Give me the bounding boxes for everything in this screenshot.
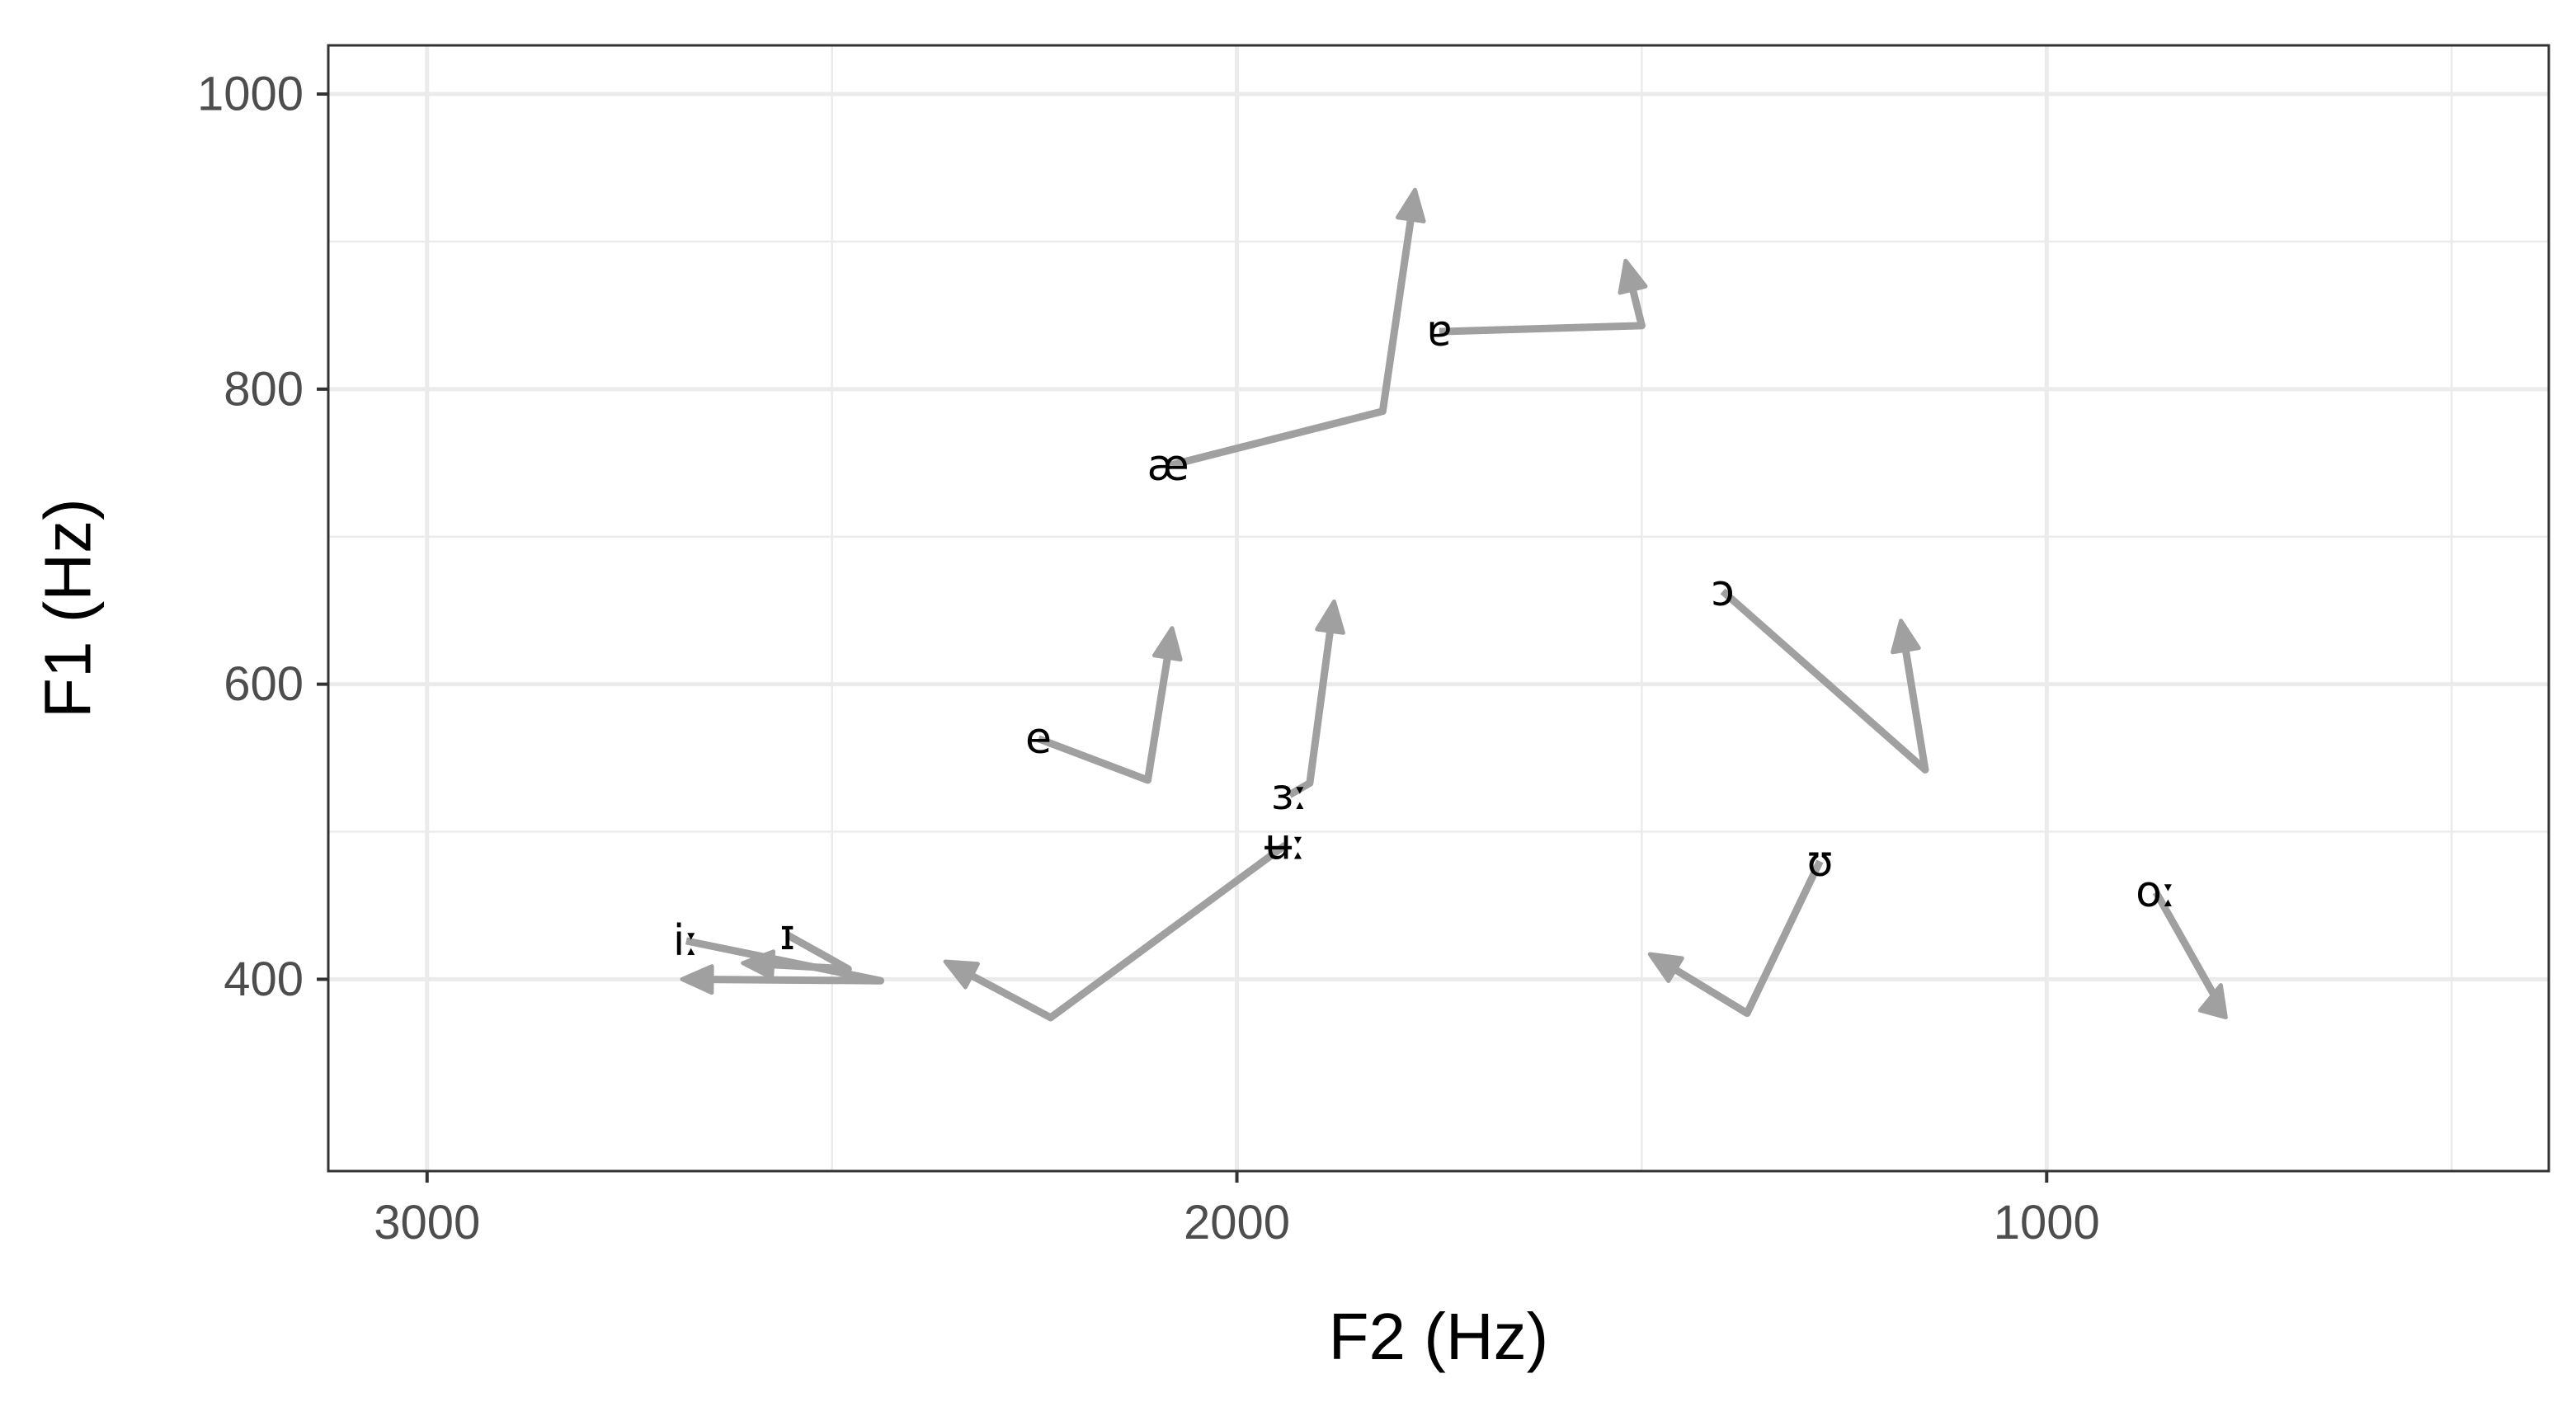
vowel-label: ʉː bbox=[1264, 821, 1306, 870]
x-tick-label: 3000 bbox=[374, 1196, 480, 1249]
trajectory-line bbox=[1439, 283, 1646, 336]
vowel-label: e bbox=[1025, 714, 1052, 764]
vowel-label: ʊ bbox=[1806, 836, 1833, 886]
vowel-label: ɔ bbox=[1711, 567, 1735, 616]
y-tick-label: 600 bbox=[224, 657, 304, 711]
trajectory-arrowhead bbox=[1396, 187, 1426, 223]
trajectory-line bbox=[766, 931, 852, 973]
y-axis-title: F1 (Hz) bbox=[31, 498, 105, 718]
trajectory-line bbox=[1668, 859, 1824, 1018]
trajectory-line bbox=[1288, 624, 1335, 798]
trajectory-arrowhead bbox=[1315, 599, 1345, 635]
trajectory-arrowhead bbox=[2197, 983, 2228, 1019]
trajectory-line bbox=[1720, 588, 1929, 774]
y-tick-label: 400 bbox=[224, 953, 304, 1006]
trajectory-arrowhead bbox=[1618, 258, 1648, 295]
trajectory-arrowhead bbox=[1152, 626, 1183, 662]
vowel-label: oː bbox=[2136, 868, 2176, 917]
vowel-label: ɐ bbox=[1426, 307, 1452, 356]
x-tick-label: 2000 bbox=[1184, 1196, 1290, 1249]
panel-border bbox=[327, 44, 2550, 1173]
trajectory-arrowhead bbox=[680, 964, 714, 995]
trajectory-line bbox=[685, 937, 885, 985]
vowel-label: ɜː bbox=[1271, 770, 1308, 820]
y-tick-label: 1000 bbox=[197, 68, 304, 121]
vowel-trajectories bbox=[680, 187, 2228, 1022]
vowel-label: iː bbox=[673, 916, 699, 966]
trajectory-arrowhead bbox=[943, 959, 980, 990]
trajectory-arrowhead bbox=[741, 949, 775, 981]
vowel-label: æ bbox=[1147, 441, 1189, 491]
trajectory-arrowhead bbox=[1891, 619, 1921, 655]
trajectory-line bbox=[964, 841, 1288, 1022]
trajectory-arrowhead bbox=[1647, 952, 1684, 983]
x-tick-label: 1000 bbox=[1994, 1196, 2100, 1249]
grid bbox=[328, 45, 2549, 1171]
trajectory-line bbox=[1037, 651, 1172, 784]
vowel-label: ɪ bbox=[779, 910, 795, 960]
axes: 3000 2000 1000 400 600 800 1000 bbox=[197, 68, 2100, 1249]
x-axis-title: F2 (Hz) bbox=[1329, 1300, 1549, 1373]
y-tick-label: 800 bbox=[224, 362, 304, 416]
trajectory-line bbox=[1166, 213, 1415, 470]
